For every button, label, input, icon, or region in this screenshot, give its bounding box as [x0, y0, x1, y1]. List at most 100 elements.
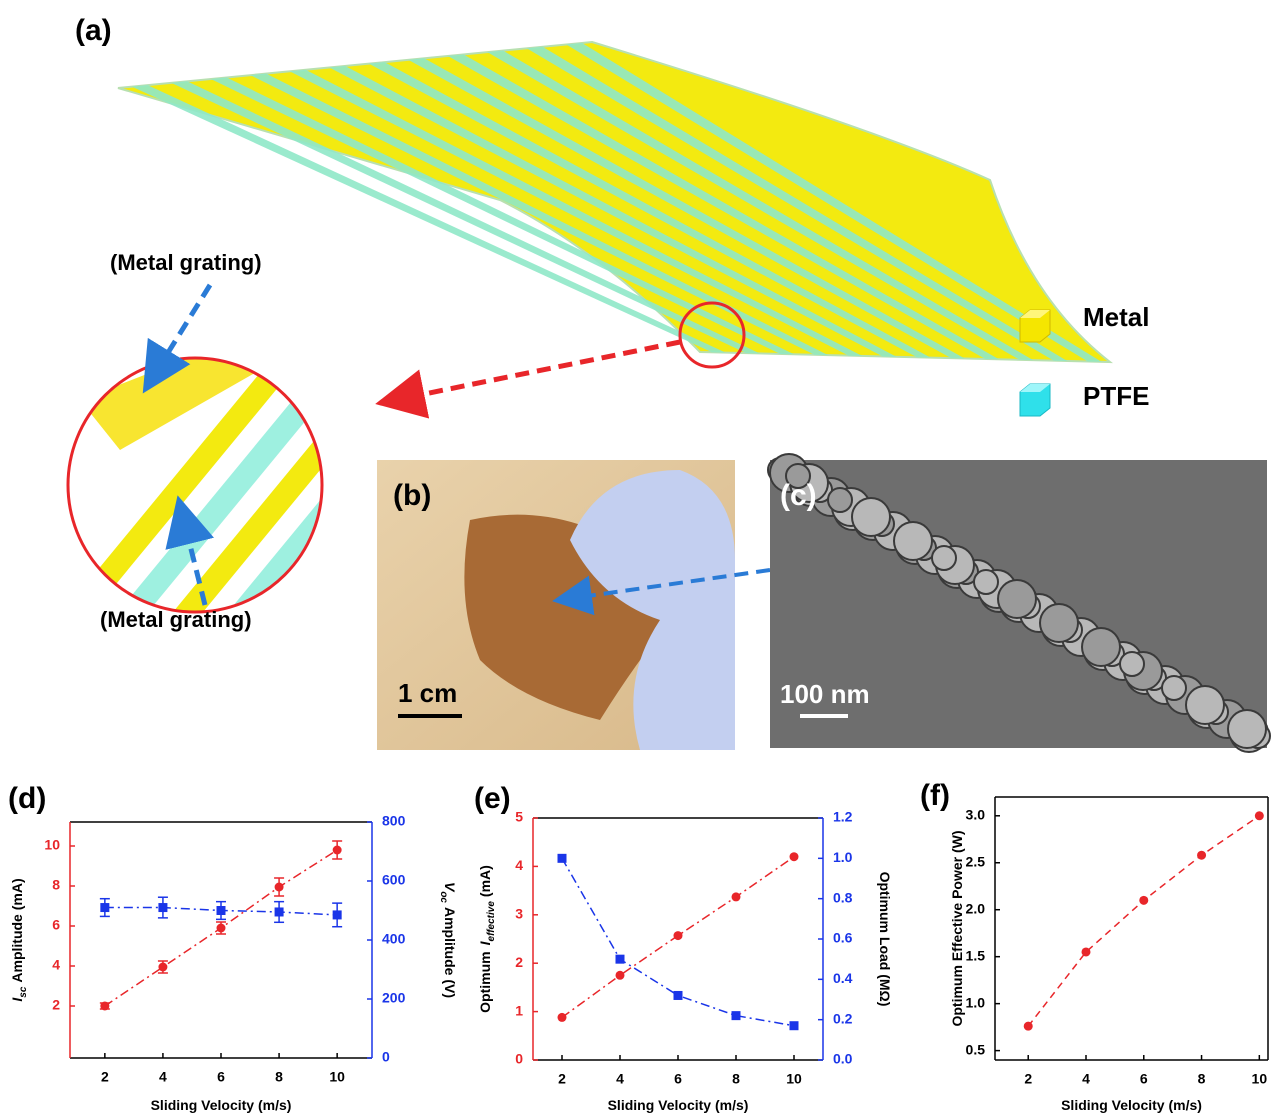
data-point [557, 1012, 567, 1022]
y-tick-label: 2.0 [966, 900, 986, 916]
chart-title: (e) [474, 782, 511, 815]
y2-tick-label: 0.4 [833, 970, 853, 986]
axis-label-part: sc [18, 986, 29, 998]
ptfe-stripe [408, 58, 965, 359]
data-point [332, 910, 342, 920]
data-point [274, 882, 284, 892]
data-point [615, 954, 625, 964]
sem-grain [785, 463, 811, 489]
highlight-circle [678, 301, 746, 369]
y-tick-label: 6 [52, 917, 60, 933]
data-point [158, 962, 168, 972]
chart-title: (d) [8, 782, 46, 815]
x-tick-label: 2 [101, 1069, 109, 1085]
legend-label: Metal [1083, 302, 1149, 332]
y-tick-label: 2.5 [966, 853, 986, 869]
x-axis-label: Sliding Velocity (m/s) [608, 1097, 749, 1113]
x-tick-label: 2 [1024, 1071, 1032, 1087]
data-point [673, 990, 683, 1000]
zoom-circle [66, 356, 324, 614]
sem-grain [931, 545, 957, 571]
y-tick-label: 4 [515, 857, 523, 873]
y2-tick-label: 0.0 [833, 1051, 853, 1067]
axis-label-part: Amplitude (V) [442, 907, 458, 998]
ptfe-stripe [131, 85, 726, 353]
ptfe-stripe [447, 54, 999, 360]
y2-tick-label: 600 [382, 872, 406, 888]
y-tick-label: 1.5 [966, 947, 986, 963]
y-tick-label: 3.0 [966, 806, 986, 822]
x-tick-label: 4 [159, 1069, 167, 1085]
scale-bar-label: 100 nm [780, 679, 870, 709]
axis-label: Optimum Effective Power (W) [949, 830, 965, 1026]
x-axis-label: Sliding Velocity (m/s) [1061, 1097, 1202, 1113]
y-tick-label: 4 [52, 957, 60, 973]
y2-tick-label: 1.0 [833, 849, 853, 865]
axis-label-part: (mA) [477, 865, 493, 897]
x-axis-label: Sliding Velocity (m/s) [151, 1097, 292, 1113]
y2-tick-label: 1.2 [833, 809, 853, 825]
callout-label: (Metal grating) [100, 607, 252, 632]
sem-grain [973, 569, 999, 595]
ptfe-stripe [526, 46, 1068, 361]
data-point [274, 907, 284, 917]
data-point [673, 931, 683, 941]
axis-label: Voc Amplitude (V) [438, 882, 458, 998]
ptfe-stripe [171, 81, 760, 354]
y-tick-label: 8 [52, 877, 60, 893]
data-point [615, 970, 625, 980]
callout-arrow [552, 568, 771, 616]
panel-label: (a) [75, 14, 112, 47]
sem-grain [1227, 709, 1267, 749]
x-tick-label: 2 [558, 1071, 566, 1087]
sem-grain [827, 487, 853, 513]
sem-grains [767, 453, 1271, 753]
ptfe-stripe [210, 77, 794, 355]
panel-label: (c) [780, 479, 817, 512]
y-tick-label: 1.0 [966, 994, 986, 1010]
axis-label-part: oc [438, 891, 449, 903]
callout-arrow [142, 283, 213, 394]
data-point [1139, 895, 1149, 905]
ptfe-stripe [250, 73, 829, 356]
panel-label: (b) [393, 479, 431, 512]
chart: (d) 2 4 6 8 10 2 4 6 8 10 0 200 400 600 800 Sliding Velo… [8, 782, 458, 1113]
axis-label-part: Optimum [477, 951, 493, 1012]
chart: (f) 2 4 6 8 10 0.5 1.0 1.5 2.0 2.5 3.0 Sliding Veloc… [920, 779, 1269, 1113]
ptfe-stripe [487, 50, 1034, 361]
y-tick-label: 0 [515, 1051, 523, 1067]
photo-glove [570, 470, 735, 750]
callout-arrow [165, 495, 214, 606]
axis-label-part: Amplitude (mA) [9, 878, 25, 982]
x-tick-label: 6 [1140, 1071, 1148, 1087]
zoom-stripe [205, 358, 322, 612]
axis-label: Isc Amplitude (mA) [9, 878, 29, 1001]
y-tick-label: 1 [515, 1002, 523, 1018]
series-line [1027, 815, 1260, 1027]
data-point [100, 1001, 110, 1011]
axis-label-part: I [477, 940, 493, 945]
axis-label-part: effective [486, 901, 497, 942]
ptfe-stripe [289, 69, 863, 356]
ptfe-stripe [368, 62, 931, 358]
x-tick-label: 6 [674, 1071, 682, 1087]
y-tick-label: 2 [52, 997, 60, 1013]
y-tick-label: 10 [44, 837, 60, 853]
photo-panel: (b) 1 cm [377, 460, 771, 750]
sem-grain [1185, 685, 1225, 725]
sem-grain [997, 579, 1037, 619]
x-tick-label: 8 [275, 1069, 283, 1085]
sem-grain [851, 497, 891, 537]
data-point [216, 923, 226, 933]
data-point [789, 1021, 799, 1031]
data-point [731, 892, 741, 902]
data-point [1254, 811, 1264, 821]
axis-label-part: I [9, 997, 25, 1002]
legend-swatch [1020, 310, 1050, 318]
sem-grain [1039, 603, 1079, 643]
x-tick-label: 10 [786, 1071, 802, 1087]
data-point [100, 903, 110, 913]
